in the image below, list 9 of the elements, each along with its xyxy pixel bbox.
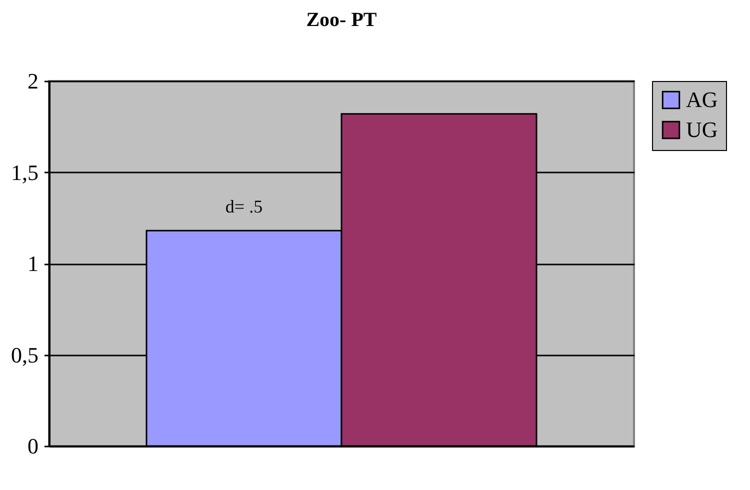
legend-label: UG bbox=[686, 117, 718, 142]
y-tick-label: 1 bbox=[28, 251, 38, 276]
y-tick-label: 2 bbox=[28, 68, 38, 94]
legend-label: AG bbox=[686, 87, 718, 112]
y-tick-label: 0 bbox=[28, 434, 38, 458]
chart-title: Zoo- PT bbox=[306, 9, 378, 31]
y-tick-label: 1,5 bbox=[11, 160, 38, 185]
annotation: d= .5 bbox=[225, 196, 263, 217]
y-tick-label: 0,5 bbox=[11, 342, 38, 368]
